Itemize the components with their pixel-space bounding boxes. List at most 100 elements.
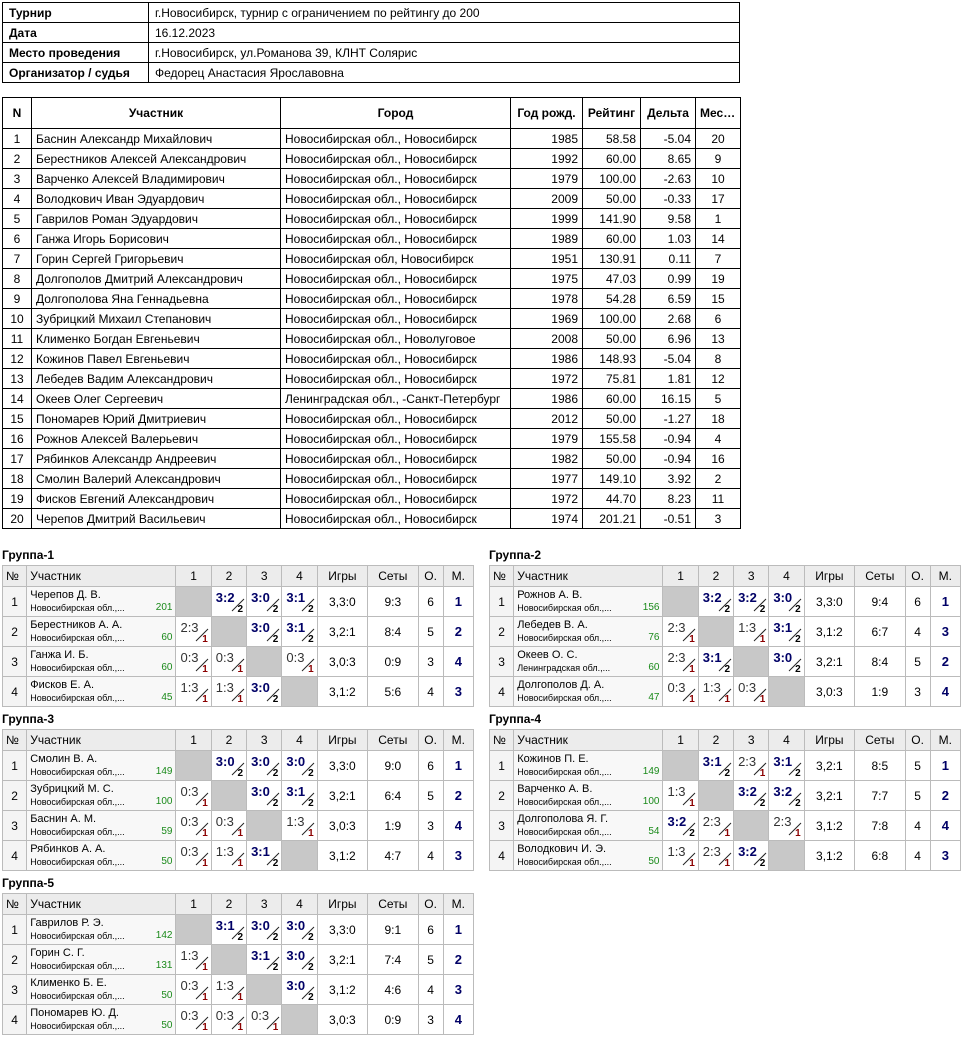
participant-year: 1972 (510, 488, 583, 509)
group-row-number: 4 (488, 676, 515, 707)
result-slash-icon (789, 628, 802, 642)
group-points: 3 (417, 646, 444, 677)
match-points: 2 (795, 664, 801, 675)
match-points: 1 (308, 664, 314, 675)
result-slash-icon (753, 852, 767, 866)
group-result-cell: 3:0 2 (281, 750, 318, 781)
match-score: 0:3 (251, 1008, 270, 1023)
match-points: 2 (272, 798, 279, 809)
participant-year: 1986 (510, 388, 583, 409)
group-participant: Клименко Б. Е. Новосибирская обл.,... 50 (26, 974, 177, 1005)
participant-row: 10 Зубрицкий Михаил Степанович Новосибирск… (2, 308, 741, 329)
group-participant-city: Новосибирская обл.,... (30, 961, 125, 971)
participant-delta: -0.33 (640, 188, 696, 209)
group-participant-sub: Новосибирская обл.,... (30, 797, 172, 808)
group-result-cell: 3:1 2 (697, 646, 735, 677)
match-score: 3:1 (215, 918, 235, 933)
participant-place: 8 (695, 348, 741, 369)
group-participant-name: Фисков Е. А. (30, 679, 95, 691)
group-sets: 7:8 (854, 810, 906, 841)
match-points: 2 (272, 858, 279, 869)
participant-rating: 100.00 (582, 308, 641, 329)
participant-year: 1978 (510, 288, 583, 309)
group-result-cell: 1:3 1 (662, 840, 699, 871)
group-participant-name: Гаврилов Р. Э. (30, 917, 104, 929)
group-games: 3,2:1 (316, 944, 369, 975)
participant-name: Володкович Иван Эдуардович (31, 188, 281, 209)
match-score: 1:3 (702, 680, 721, 695)
group-header: 1 (662, 565, 699, 587)
group-title: Группа-5 (2, 876, 55, 890)
match-score: 3:1 (702, 754, 722, 769)
match-points: 2 (272, 634, 279, 645)
group-place: 3 (442, 974, 475, 1005)
match-score: 3:1 (773, 754, 793, 769)
participant-place: 4 (695, 428, 741, 449)
group-result-cell: 3:1 2 (281, 780, 318, 811)
match-points: 2 (272, 962, 279, 973)
group-sets: 4:6 (367, 974, 419, 1005)
group-points: 5 (417, 780, 444, 811)
match-score: 2:3 (773, 814, 792, 829)
match-score: 3:2 (738, 590, 757, 605)
participant-delta: 2.68 (640, 308, 696, 329)
match-score: 3:2 (667, 814, 687, 829)
group-participant: Зубрицкий М. С. Новосибирская обл.,... 100 (26, 780, 177, 811)
group-row: 4 Долгополов Д. А. Новосибирская обл.,... 4… (488, 676, 962, 707)
group-place: 3 (442, 676, 475, 707)
group-sets: 9:4 (854, 586, 906, 617)
group-header: М. (442, 565, 475, 587)
group-result-cell: 0:3 1 (175, 780, 212, 811)
participant-row: 8 Долгополов Дмитрий Александрович Новосиб… (2, 268, 741, 289)
result-slash-icon (753, 628, 767, 642)
group-participant: Долгополов Д. А. Новосибирская обл.,... 47 (513, 676, 664, 707)
participant-row: 14 Океев Олег Сергеевич Ленинградская обл.… (2, 388, 741, 409)
match-points: 2 (795, 798, 801, 809)
group-participant-city: Новосибирская обл.,... (30, 991, 125, 1001)
participant-row: 5 Гаврилов Роман Эдуардович Новосибирская … (2, 208, 741, 229)
group-participant: Горин С. Г. Новосибирская обл.,... 131 (26, 944, 177, 975)
result-slash-icon (789, 762, 802, 776)
match-score: 3:0 (286, 918, 306, 933)
match-points: 1 (759, 694, 766, 705)
participant-place: 14 (695, 228, 741, 249)
match-score: 0:3 (180, 784, 199, 799)
participant-year: 1972 (510, 368, 583, 389)
participant-place: 12 (695, 368, 741, 389)
match-score: 3:1 (251, 948, 270, 963)
group-participant: Варченко А. В. Новосибирская обл.,... 100 (513, 780, 664, 811)
result-slash-icon (231, 598, 245, 612)
participant-row: 9 Долгополова Яна Геннадьевна Новосибирска… (2, 288, 741, 309)
participant-name: Долгополов Дмитрий Александрович (31, 268, 281, 289)
match-score: 3:2 (738, 784, 757, 799)
group-row: 4 Фисков Е. А. Новосибирская обл.,... 45 1:3… (1, 676, 475, 707)
group-participant: Рябинков А. А. Новосибирская обл.,... 50 (26, 840, 177, 871)
group-header: 4 (281, 893, 318, 915)
group-participant-city: Новосибирская обл.,... (30, 633, 125, 643)
group-participant-city: Новосибирская обл.,... (517, 693, 612, 703)
group-title: Группа-1 (2, 548, 55, 562)
participant-place: 15 (695, 288, 741, 309)
group-header: М. (442, 729, 475, 751)
group-result-cell: 3:1 2 (768, 750, 805, 781)
group-participant: Черепов Д. В. Новосибирская обл.,... 201 (26, 586, 177, 617)
group-result-cell: 3:1 2 (768, 616, 805, 647)
group-row: 2 Лебедев В. А. Новосибирская обл.,... 76 2:… (488, 616, 962, 647)
participant-name: Рябинков Александр Андреевич (31, 448, 281, 469)
match-points: 2 (272, 694, 279, 705)
participant-rating: 58.58 (582, 128, 641, 149)
participant-row: 18 Смолин Валерий Александрович Новосибирс… (2, 468, 741, 489)
match-points: 2 (237, 932, 244, 943)
group-header: М. (929, 565, 962, 587)
group-participant-name: Володкович И. Э. (517, 843, 607, 855)
group-row: 2 Берестников А. А. Новосибирская обл.,...… (1, 616, 475, 647)
participant-row: 17 Рябинков Александр Андреевич Новосибирс… (2, 448, 741, 469)
group-header: Сеты (367, 565, 419, 587)
group-sets: 7:4 (367, 944, 419, 975)
participant-n: 10 (2, 308, 32, 329)
group-header: 4 (768, 565, 805, 587)
participant-delta: -2.63 (640, 168, 696, 189)
group-participant-city: Новосибирская обл.,... (517, 603, 612, 613)
group-result-cell: 3:0 2 (281, 944, 318, 975)
group-row-number: 2 (488, 616, 515, 647)
